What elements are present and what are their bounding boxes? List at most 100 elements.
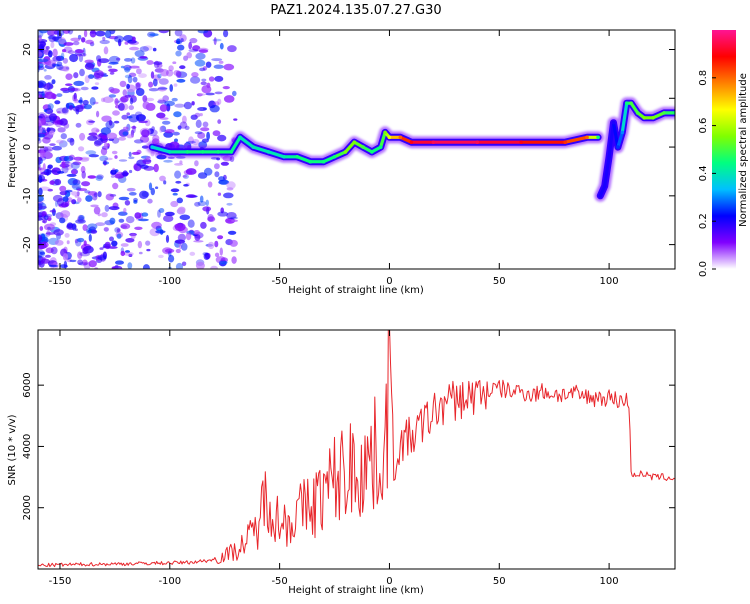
noise-speckle [41,211,47,217]
noise-speckle [110,169,117,175]
noise-speckle [38,34,42,41]
noise-speckle [139,46,149,52]
noise-speckle [74,195,80,198]
noise-speckle [190,114,198,120]
noise-speckle [157,86,167,92]
noise-speckle [93,192,98,198]
ridge-point [585,135,589,140]
noise-speckle [94,139,104,145]
noise-speckle [192,45,201,52]
noise-speckle [88,120,96,123]
x-tick-label: 100 [600,576,619,587]
noise-speckle [226,181,236,190]
noise-speckle [81,170,86,179]
noise-speckle [116,228,121,233]
colorbar-label: Normalized spectral amplitude [738,73,749,227]
noise-speckle [73,201,80,205]
ridge-segment [251,145,271,154]
noise-speckle [42,137,51,144]
noise-speckle [112,182,119,190]
noise-speckle [131,125,137,129]
noise-speckle [177,206,186,213]
noise-speckle [217,192,222,196]
ridge-point [343,150,348,154]
noise-speckle [46,127,51,133]
ridge-segment [322,155,337,164]
noise-speckle [230,249,237,253]
noise-speckle [148,88,159,92]
noise-speckle [157,87,168,90]
ridge-point [168,150,172,154]
ridge-segment [563,135,589,144]
noise-speckle [78,215,85,220]
noise-speckle [199,113,203,117]
noise-speckle [166,69,174,77]
noise-speckle [176,78,186,83]
ridge-point [387,135,392,140]
noise-speckle [212,130,221,137]
y-tick-label: -20 [22,236,33,252]
noise-speckle [43,69,47,72]
noise-speckle [177,233,186,242]
ridge-point [282,155,286,159]
noise-speckle [102,96,114,103]
upper-branch-point [629,101,633,105]
noise-speckle [46,82,53,89]
noise-speckle [163,159,173,163]
noise-speckle [58,37,66,45]
noise-speckle [43,215,49,221]
noise-speckle [158,30,170,34]
noise-speckle [52,63,60,67]
noise-speckle [67,137,75,143]
noise-speckle [62,90,70,94]
ridge-segment [379,130,387,149]
noise-speckle [96,55,102,62]
noise-speckle [75,219,86,224]
noise-speckle [199,195,204,203]
noise-speckle [109,236,114,242]
noise-speckle [114,98,119,106]
ridge-segment [150,145,172,154]
noise-speckle [85,195,93,202]
noise-speckle [128,253,133,257]
ridge-point [185,150,190,154]
noise-speckle [79,68,85,77]
noise-speckle [165,211,175,217]
noise-speckle [53,30,61,35]
noise-speckle [116,233,122,239]
noise-speckle [179,65,186,70]
noise-speckle [48,264,59,268]
noise-speckle [66,173,77,177]
noise-speckle [182,174,189,179]
noise-speckle [194,201,201,207]
noise-speckle [47,103,54,110]
noise-speckle [84,59,94,64]
noise-speckle [227,230,237,235]
noise-speckle [200,221,207,229]
noise-speckle [135,111,143,117]
ridge-point [378,145,383,149]
colorbar-ticks: 0.0 0.2 0.4 0.6 0.8 [698,70,716,277]
noise-speckle [69,138,75,146]
noise-speckle [62,196,69,203]
noise-speckle [65,66,70,70]
noise-speckle [38,187,43,196]
noise-speckle [203,107,207,111]
noise-speckle [217,211,229,217]
x-tick-label: -100 [158,276,181,287]
noise-speckle [220,161,229,166]
noise-speckle [60,52,65,59]
colorbar-tick-label: 0.6 [698,118,709,134]
noise-speckle [75,108,80,115]
noise-speckle [114,227,121,233]
noise-speckle [218,176,225,182]
upper-branch-point [635,111,640,115]
snr-x-axis-label: Height of straight line (km) [288,585,424,596]
noise-speckle [95,30,106,37]
noise-speckle [70,87,81,92]
noise-speckle [69,53,79,63]
noise-speckle [49,143,56,147]
noise-speckle [73,98,78,102]
noise-speckle [101,115,112,122]
noise-speckle [231,256,237,264]
